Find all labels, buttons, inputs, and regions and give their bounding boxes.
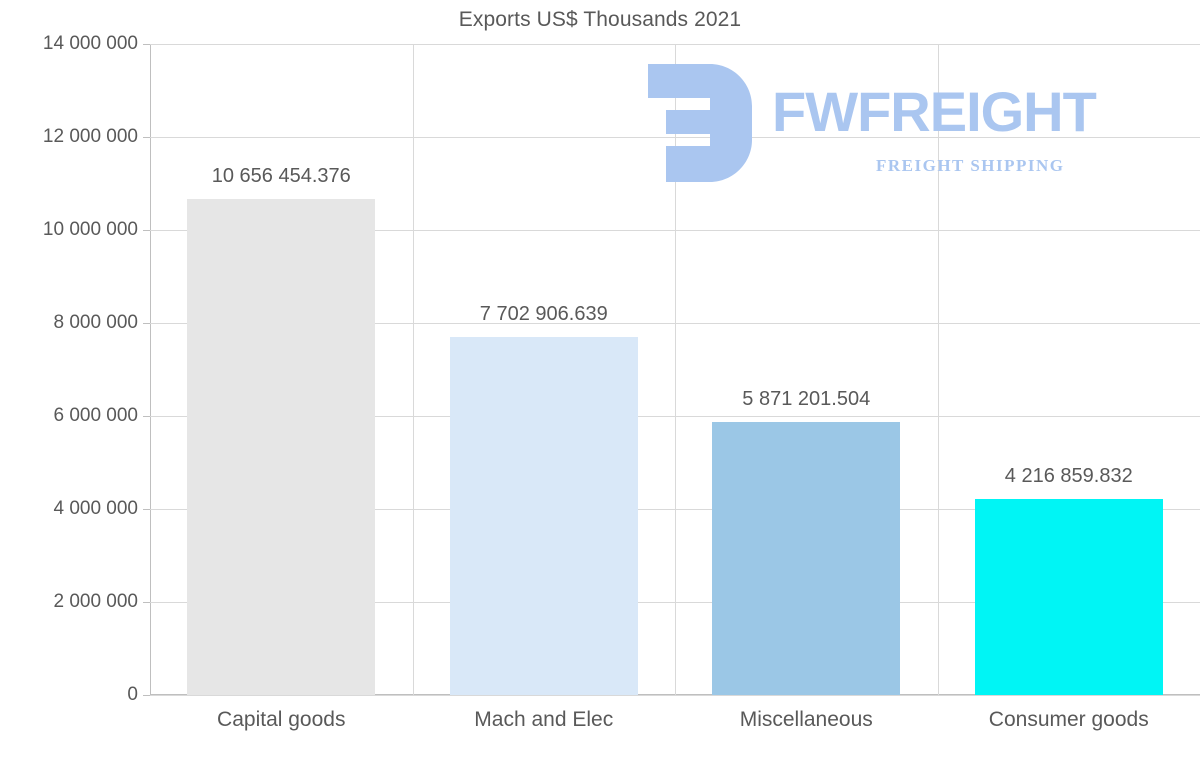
bar[interactable] [449,336,638,695]
y-axis-tick-mark [143,323,150,324]
gridline-vertical [938,44,939,695]
bar[interactable] [712,422,901,695]
gridline-horizontal [150,695,1200,696]
y-axis-tick-label: 14 000 000 [42,33,138,54]
chart-title: Exports US$ Thousands 2021 [458,8,742,31]
y-axis-tick-label: 12 000 000 [42,126,138,147]
y-axis-tick-mark [143,416,150,417]
y-axis-tick-mark [143,602,150,603]
bar-value-label: 4 216 859.832 [1004,464,1133,487]
y-axis-tick-label: 8 000 000 [53,312,138,333]
bar-value-label: 5 871 201.504 [742,387,871,410]
y-axis-tick-mark [143,230,150,231]
x-axis-category-label: Consumer goods [988,708,1149,731]
x-axis-category-label: Miscellaneous [739,708,873,731]
y-axis-tick-mark [143,509,150,510]
y-axis-tick-mark [143,695,150,696]
y-axis-line [150,44,151,695]
y-axis-tick-label: 0 [127,684,138,705]
bar[interactable] [187,199,376,695]
y-axis-tick-label: 4 000 000 [53,498,138,519]
y-axis-tick-label: 10 000 000 [42,219,138,240]
x-axis-category-label: Mach and Elec [474,708,614,731]
y-axis-tick-mark [143,137,150,138]
y-axis: 14 000 000 12 000 000 10 000 000 8 000 000 6… [0,33,1200,705]
y-axis-tick-mark [143,44,150,45]
x-axis-category-label: Capital goods [217,708,346,731]
y-axis-tick-label: 2 000 000 [53,591,138,612]
gridline-vertical [675,44,676,695]
gridline-vertical [413,44,414,695]
bar-value-label: 10 656 454.376 [211,165,351,188]
bar-value-label: 7 702 906.639 [479,302,608,325]
x-axis-labels: Capital goods Mach and Elec Miscellaneous C… [150,702,1200,747]
plot-area: 10 656 454.376 7 702 906.639 5 871 201.504… [150,44,1200,696]
y-axis-tick-label: 6 000 000 [53,405,138,426]
bar[interactable] [974,498,1163,695]
